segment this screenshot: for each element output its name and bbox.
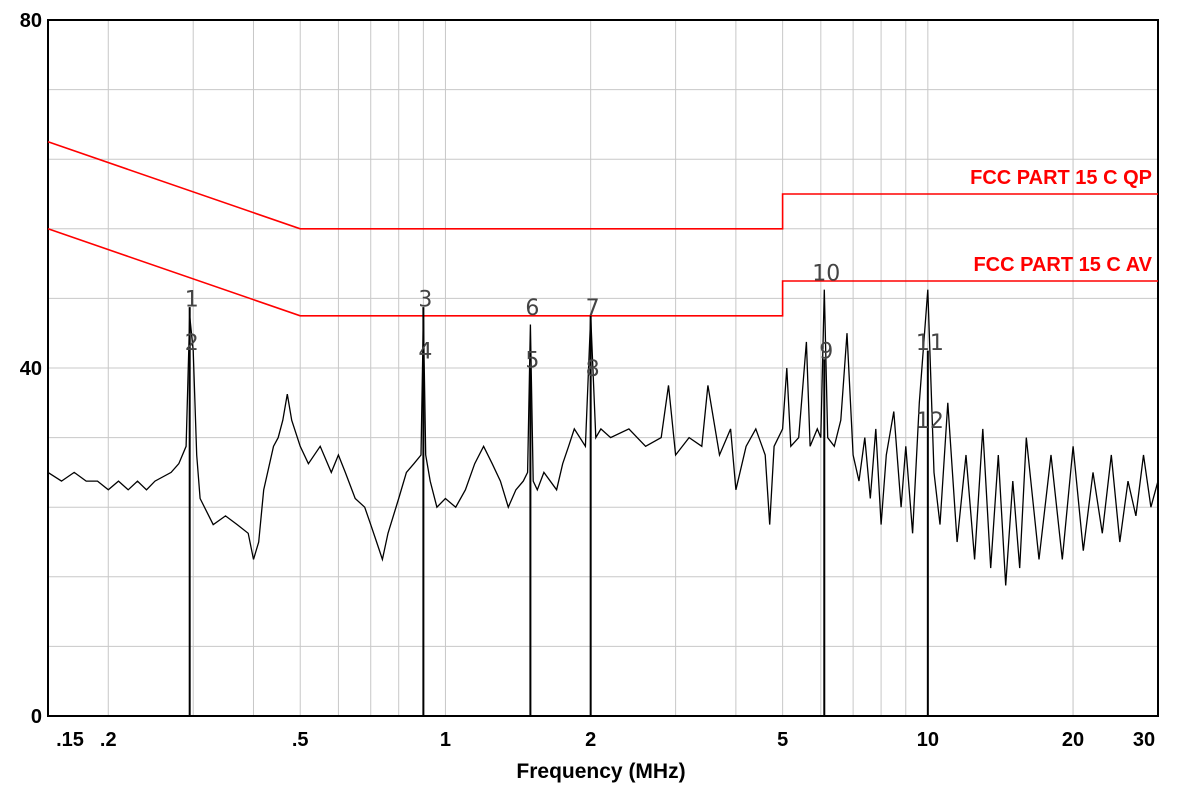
y-tick-label: 0 [31, 706, 42, 728]
x-axis-ticks: .15 .2 .5 1 2 5 10 20 30 [56, 729, 1155, 751]
marker-label: 11 [916, 331, 944, 356]
x-tick-label: 20 [1062, 729, 1084, 751]
marker-label: 7 [586, 296, 600, 321]
marker-label: 6 [525, 296, 539, 321]
x-tick-label: 2 [585, 729, 596, 751]
limit-line-label: FCC PART 15 C AV [973, 254, 1152, 276]
x-axis-label: Frequency (MHz) [516, 760, 685, 783]
marker-label: 1 [185, 287, 199, 312]
x-tick-label: .5 [292, 729, 309, 751]
limit-lines [47, 141, 1158, 317]
limit-line-label: FCC PART 15 C QP [970, 167, 1152, 189]
x-tick-label: .2 [100, 729, 117, 751]
y-tick-label: 40 [20, 358, 42, 380]
marker-label: 3 [418, 287, 432, 312]
marker-label: 4 [418, 340, 432, 365]
marker-label: 2 [185, 331, 199, 356]
limit-line [47, 228, 1158, 317]
marker-label: 5 [525, 348, 539, 373]
x-tick-label: 5 [777, 729, 788, 751]
grid [48, 20, 1158, 716]
plot-frame [47, 19, 1159, 717]
marker-label: 10 [812, 261, 840, 286]
spectrum-trace [47, 289, 1159, 586]
marker-lines [188, 307, 929, 716]
x-tick-label: 10 [917, 729, 939, 751]
marker-label: 12 [916, 409, 944, 434]
marker-label: 8 [586, 357, 600, 382]
x-tick-label: 1 [440, 729, 451, 751]
y-tick-label: 80 [20, 10, 42, 32]
marker-label: 9 [819, 340, 833, 365]
spectrum [47, 289, 1159, 586]
x-tick-label: .15 [56, 729, 84, 751]
y-axis-ticks: 0 40 80 [20, 10, 42, 728]
x-tick-label: 30 [1133, 729, 1155, 751]
limit-labels: FCC PART 15 C QP FCC PART 15 C AV [970, 167, 1153, 276]
limit-line [47, 141, 1158, 230]
